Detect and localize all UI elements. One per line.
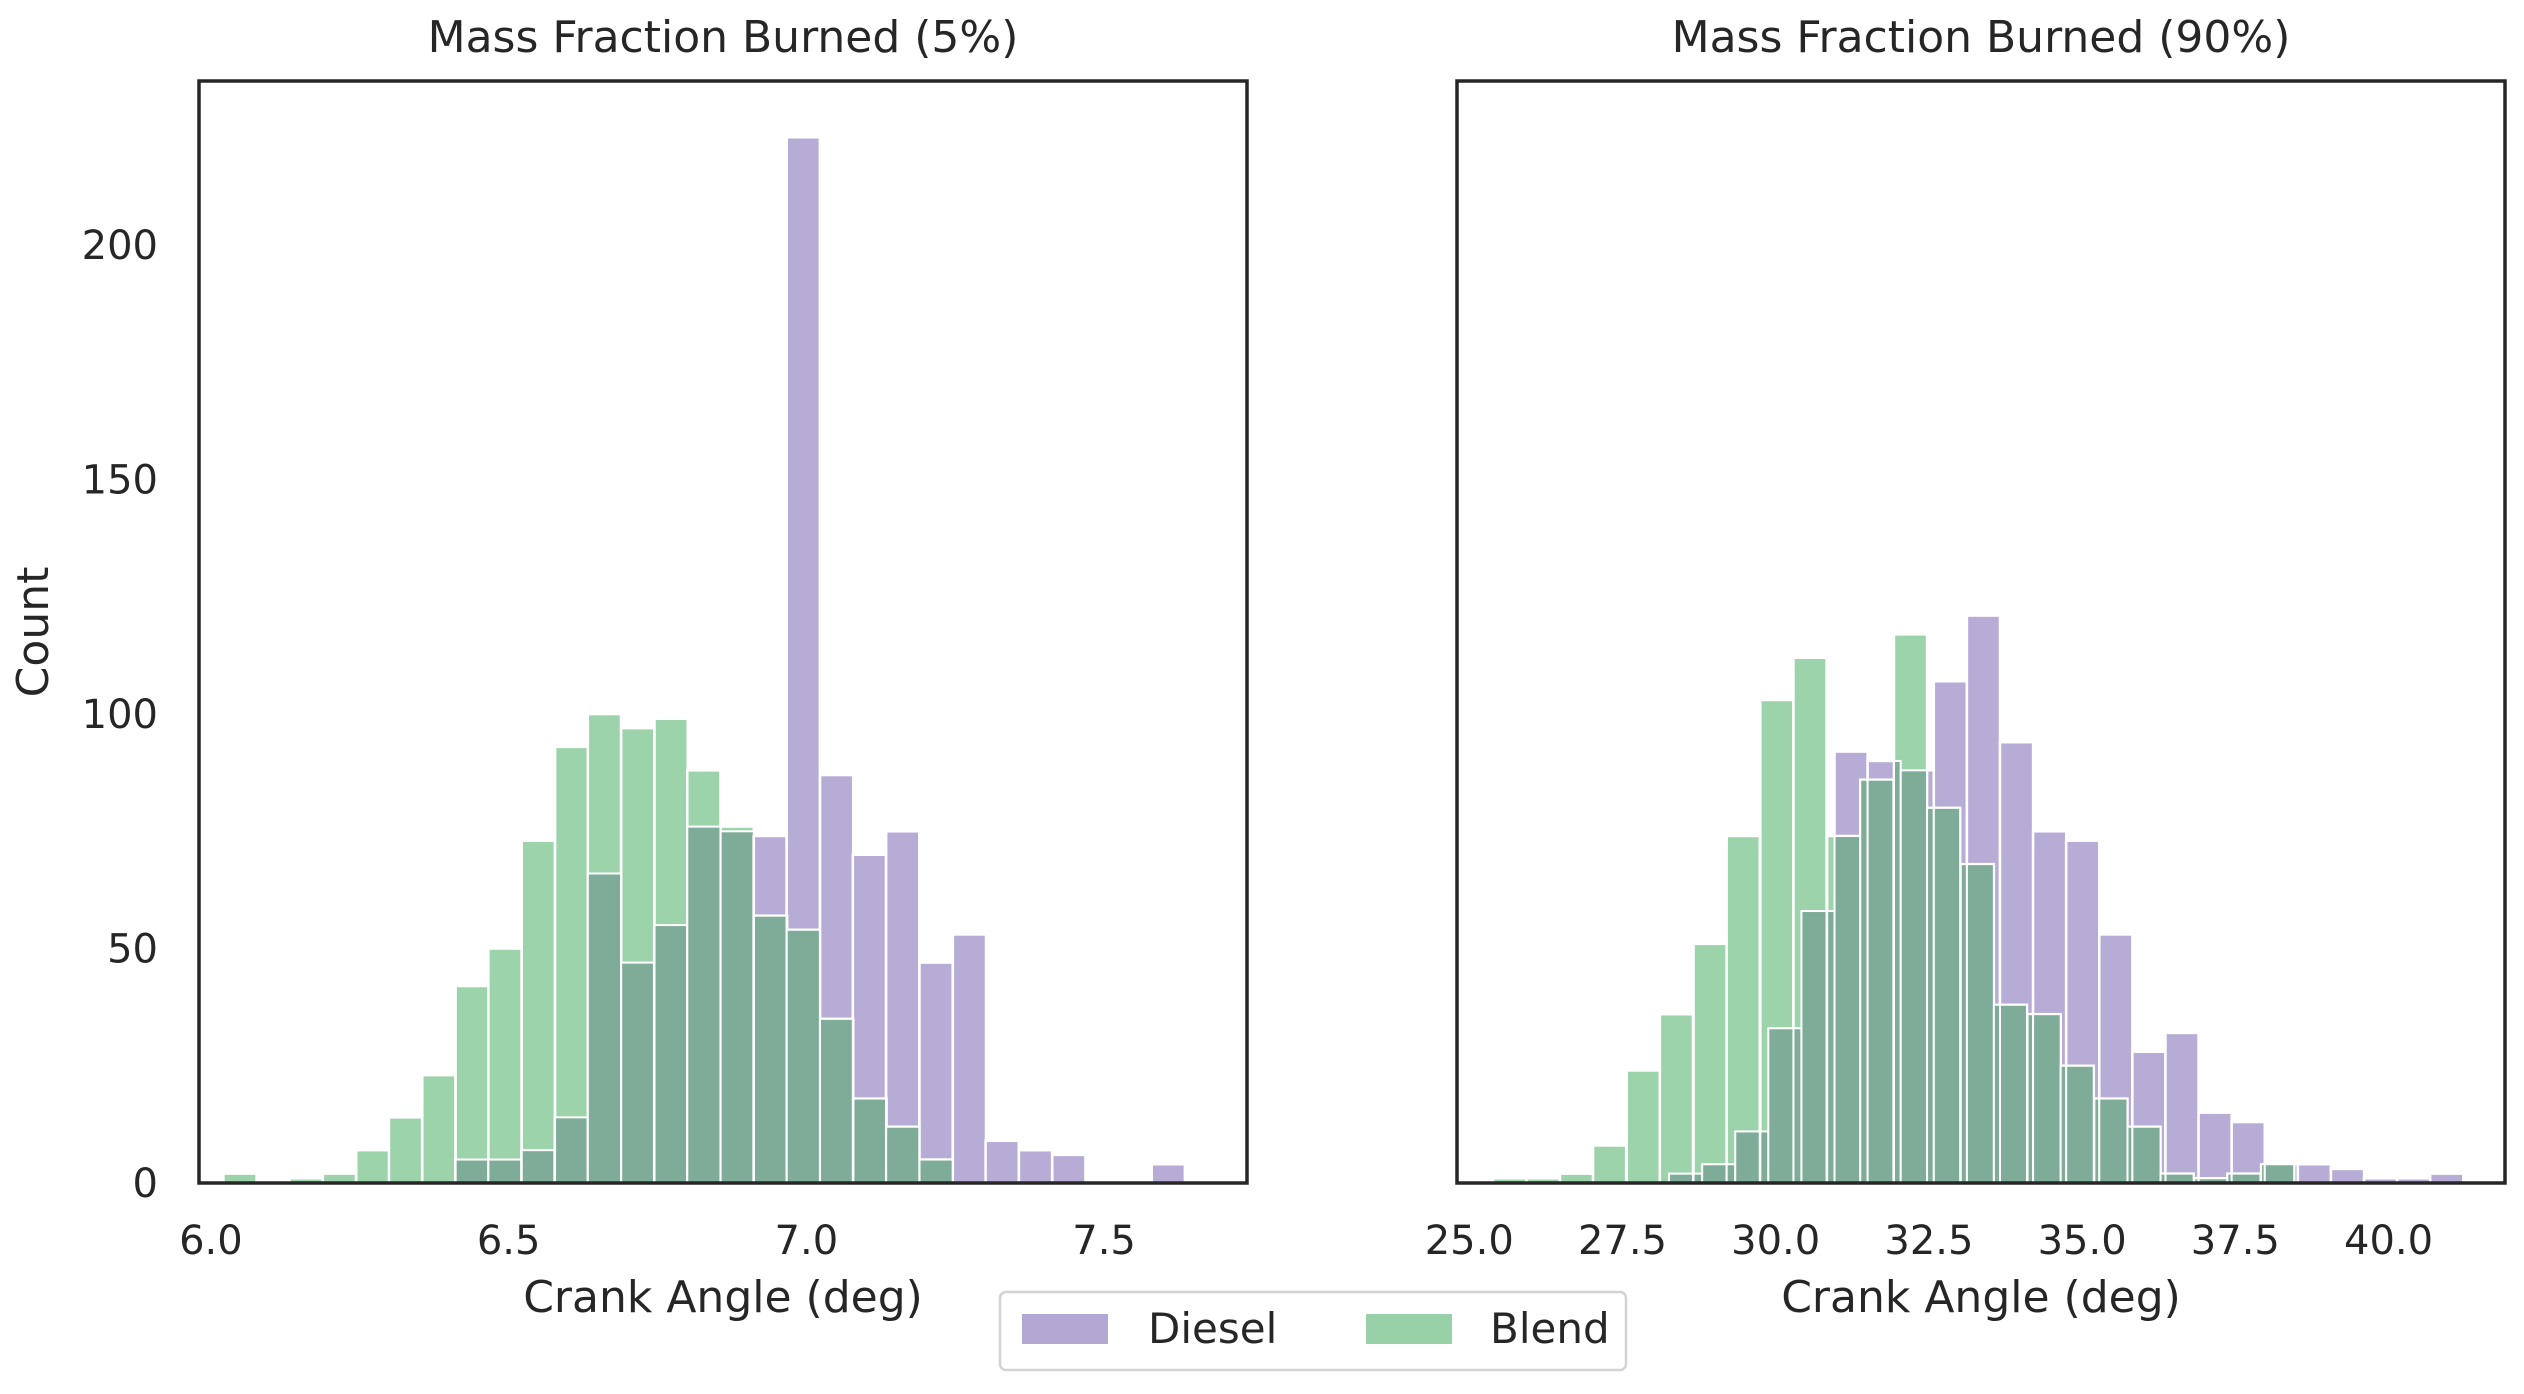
mfb5-x-axis-label: Crank Angle (deg) xyxy=(523,1272,923,1323)
figure: Mass Fraction Burned (5%) 6.0 6.5 7.0 7.5 Cra… xyxy=(0,0,2524,1394)
mfb90-overlap-bar xyxy=(1768,1028,1793,1183)
right-histogram-panel: Mass Fraction Burned (90%) 25.0 27.5 30.0 32… xyxy=(1425,12,2505,1323)
mfb5-overlap-bar xyxy=(920,1160,953,1183)
mfb90-x-tick-label: 27.5 xyxy=(1578,1218,1667,1264)
mfb90-diesel-bar xyxy=(2331,1169,2364,1183)
mfb90-overlap-bar xyxy=(2033,1014,2061,1183)
mfb5-x-tick-label: 6.0 xyxy=(179,1218,243,1264)
mfb90-overlap-bar xyxy=(1894,761,1901,1183)
mfb90-overlap-bar xyxy=(1735,1131,1760,1183)
mfb90-overlap-bar xyxy=(1793,1028,1801,1183)
mfb90-title: Mass Fraction Burned (90%) xyxy=(1672,12,2291,63)
mfb5-overlap-bar xyxy=(655,925,688,1183)
mfb5-diesel-bar xyxy=(1052,1155,1085,1183)
mfb5-blend-bar xyxy=(522,841,555,1183)
mfb5-y-tick-label: 150 xyxy=(82,458,158,504)
mfb5-blend-bar xyxy=(422,1075,455,1183)
mfb90-overlap-bar xyxy=(2132,1127,2160,1183)
mfb5-diesel-bar xyxy=(953,934,986,1183)
mfb5-overlap-bar xyxy=(886,1127,919,1183)
mfb5-overlap-bar xyxy=(522,1150,555,1183)
mfb5-overlap-bar xyxy=(456,1160,489,1183)
mfb90-overlap-bar xyxy=(1827,911,1834,1183)
left-histogram-panel: Mass Fraction Burned (5%) 6.0 6.5 7.0 7.5 Cra… xyxy=(82,12,1247,1323)
mfb90-overlap-bar xyxy=(2066,1066,2094,1183)
legend-swatch-blend xyxy=(1366,1314,1452,1344)
mfb5-x-tick-label: 7.5 xyxy=(1072,1218,1136,1264)
mfb5-y-tick-label: 200 xyxy=(82,223,158,269)
mfb5-y-tick-label: 50 xyxy=(107,927,158,973)
mfb90-overlap-bar xyxy=(1868,780,1894,1183)
mfb90-x-axis-label: Crank Angle (deg) xyxy=(1781,1272,2181,1323)
mfb90-overlap-bar xyxy=(1702,1164,1727,1183)
mfb5-overlap-bar xyxy=(621,963,654,1183)
mfb5-overlap-bar xyxy=(687,827,720,1183)
mfb5-overlap-bar xyxy=(853,1099,886,1183)
mfb5-blend-bar xyxy=(356,1150,389,1183)
legend-label-blend: Blend xyxy=(1490,1304,1610,1353)
mfb90-diesel-bar xyxy=(2165,1033,2198,1183)
mfb90-blend-bar xyxy=(1660,1014,1693,1183)
mfb5-overlap-bar xyxy=(787,930,820,1183)
mfb90-x-tick-label: 25.0 xyxy=(1425,1218,1514,1264)
mfb90-overlap-bar xyxy=(1860,780,1867,1183)
mfb90-x-tick-label: 40.0 xyxy=(2344,1218,2433,1264)
mfb5-x-tick-label: 7.0 xyxy=(775,1218,839,1264)
mfb5-blend-bar xyxy=(456,986,489,1183)
mfb5-title: Mass Fraction Burned (5%) xyxy=(428,12,1019,63)
mfb5-overlap-bar xyxy=(588,874,621,1183)
mfb90-x-tick-label: 35.0 xyxy=(2038,1218,2127,1264)
y-axis-label: Count xyxy=(8,567,59,698)
mfb90-x-tick-label: 32.5 xyxy=(1884,1218,1973,1264)
mfb90-overlap-bar xyxy=(2000,1005,2027,1183)
mfb5-diesel-bar xyxy=(1152,1164,1185,1183)
mfb5-overlap-bar xyxy=(555,1117,588,1183)
mfb5-blend-bar xyxy=(488,949,521,1183)
mfb5-diesel-bar xyxy=(1019,1150,1052,1183)
mfb5-overlap-bar xyxy=(488,1160,521,1183)
mfb5-blend-bar xyxy=(389,1117,422,1183)
mfb5-diesel-bar xyxy=(986,1141,1019,1183)
legend-label-diesel: Diesel xyxy=(1148,1304,1277,1353)
mfb90-overlap-bar xyxy=(1967,864,1994,1183)
mfb5-y-tick-label: 100 xyxy=(82,692,158,738)
legend: Diesel Blend xyxy=(1000,1292,1626,1370)
mfb90-overlap-bar xyxy=(2265,1164,2294,1183)
legend-swatch-diesel xyxy=(1022,1314,1108,1344)
mfb5-y-tick-label: 0 xyxy=(133,1161,158,1207)
mfb90-overlap-bar xyxy=(1927,808,1934,1183)
mfb90-overlap-bar xyxy=(1934,808,1960,1183)
mfb90-overlap-bar xyxy=(1835,836,1861,1183)
mfb90-x-tick-label: 30.0 xyxy=(1731,1218,1820,1264)
mfb90-overlap-bar xyxy=(1901,770,1927,1183)
mfb90-x-tick-label: 37.5 xyxy=(2191,1218,2280,1264)
mfb90-overlap-bar xyxy=(1727,1164,1736,1183)
mfb90-blend-bar xyxy=(1593,1145,1626,1183)
mfb5-overlap-bar xyxy=(754,916,787,1183)
mfb5-overlap-bar xyxy=(721,831,754,1183)
mfb5-diesel-bar xyxy=(920,963,953,1183)
mfb90-overlap-bar xyxy=(1801,911,1826,1183)
mfb90-blend-bar xyxy=(1627,1070,1660,1183)
mfb90-blend-bar xyxy=(1694,944,1727,1183)
mfb5-x-tick-label: 6.5 xyxy=(477,1218,541,1264)
mfb5-overlap-bar xyxy=(820,1019,853,1183)
mfb90-overlap-bar xyxy=(2099,1099,2127,1183)
mfb90-overlap-bar xyxy=(1760,1131,1768,1183)
mfb90-diesel-bar xyxy=(2298,1164,2331,1183)
